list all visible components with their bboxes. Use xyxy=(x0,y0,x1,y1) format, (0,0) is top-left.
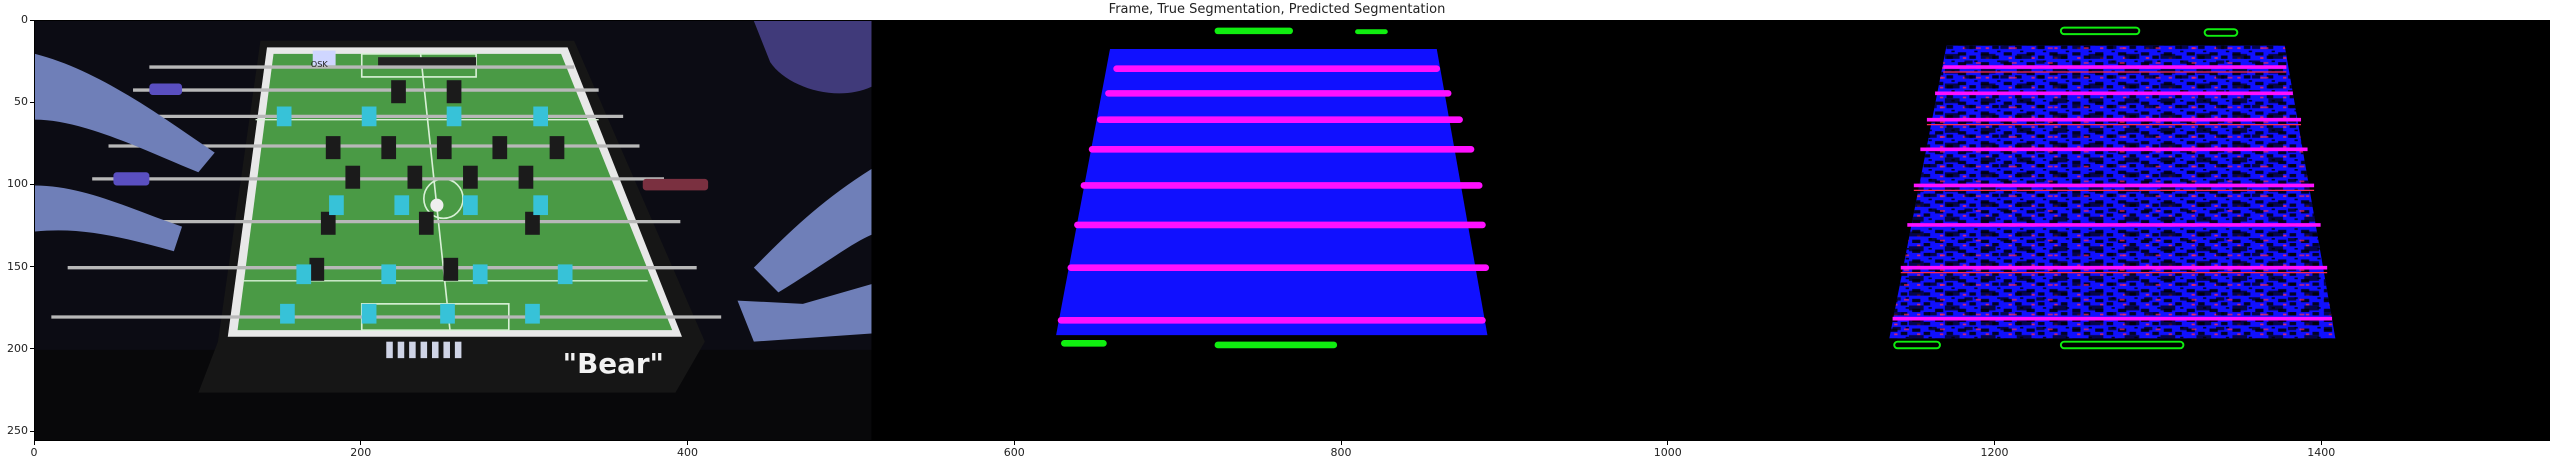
x-tick-label: 1000 xyxy=(1653,446,1682,459)
x-tick-mark xyxy=(1994,441,1996,445)
table-badge: OSK xyxy=(311,59,329,69)
rod-masks xyxy=(1057,65,1490,324)
x-tick-mark xyxy=(33,441,35,445)
x-tick-mark xyxy=(360,441,362,445)
x-tick-label: 0 xyxy=(30,446,38,459)
x-tick-mark xyxy=(1667,441,1669,445)
x-tick-label: 400 xyxy=(677,446,698,459)
x-tick-mark xyxy=(1340,441,1342,445)
y-tick-mark xyxy=(30,430,34,432)
y-tick-mark xyxy=(30,19,34,21)
y-tick-label: 100 xyxy=(7,177,28,191)
y-tick-label: 200 xyxy=(7,341,28,355)
y-tick-mark xyxy=(30,348,34,350)
y-tick-mark xyxy=(30,266,34,268)
x-tick-mark xyxy=(2320,441,2322,445)
x-tick-mark xyxy=(687,441,688,445)
predicted-goal-masks xyxy=(1893,26,2239,350)
y-tick-label: 250 xyxy=(7,424,28,438)
x-tick-label: 1400 xyxy=(2307,446,2336,459)
x-tick-label: 600 xyxy=(1003,446,1025,459)
figure-title: Frame, True Segmentation, Predicted Segm… xyxy=(1108,2,1446,17)
frame-panel: "Bear" OSK xyxy=(35,21,872,440)
y-tick-mark xyxy=(30,183,34,185)
true-segmentation-panel xyxy=(871,21,1710,440)
x-tick-label: 800 xyxy=(1330,446,1352,459)
predicted-rod-masks xyxy=(1892,65,2333,321)
x-tick-label: 200 xyxy=(350,446,372,459)
y-tick-mark xyxy=(30,101,34,103)
x-tick-mark xyxy=(1013,441,1015,445)
image-axes: "Bear" OSK xyxy=(34,20,2550,441)
y-tick-label: 150 xyxy=(7,259,28,273)
y-tick-label: 0 xyxy=(21,13,28,26)
x-tick-label: 1200 xyxy=(1980,446,2009,459)
playing-field xyxy=(237,53,673,331)
bear-sign: "Bear" xyxy=(563,347,664,380)
goal-masks xyxy=(1061,27,1388,349)
y-tick-label: 50 xyxy=(14,95,28,109)
image-canvas: "Bear" OSK xyxy=(35,21,2549,440)
predicted-segmentation-panel xyxy=(1709,21,2549,440)
